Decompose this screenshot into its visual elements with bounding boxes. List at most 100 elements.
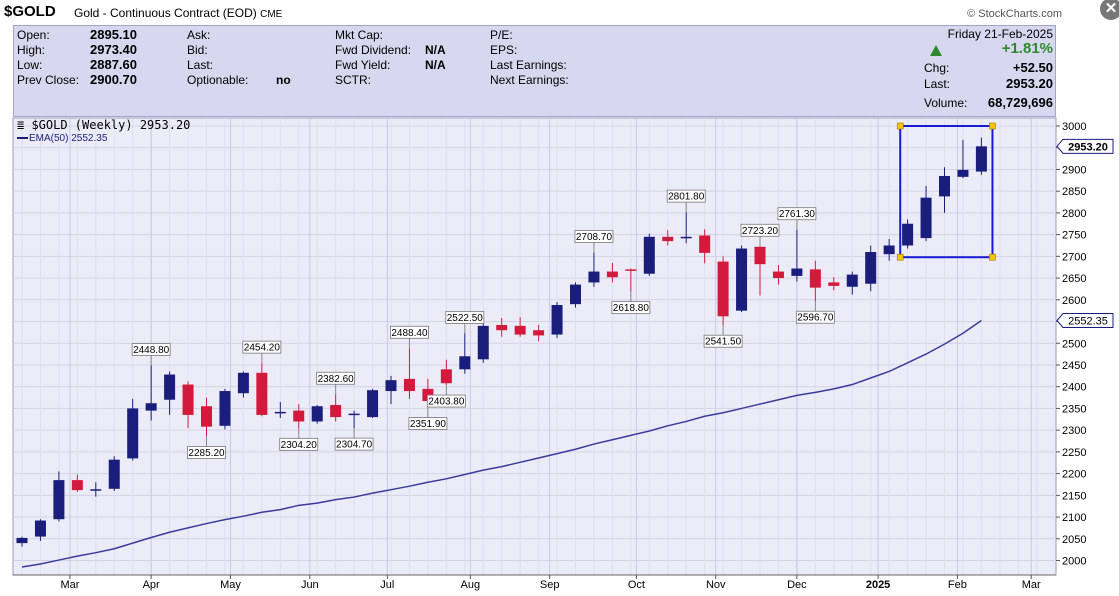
x-tick-label: Apr [143, 579, 160, 591]
prev-close-label: Prev Close: [17, 73, 80, 87]
candle-body [625, 269, 637, 271]
y-tick-label: 2400 [1062, 382, 1086, 394]
candle-body [902, 223, 914, 246]
y-tick-label: 2900 [1062, 164, 1086, 176]
last-price-tag: 2953.20 [1056, 138, 1114, 154]
candle-body [385, 380, 397, 392]
candle-body [459, 356, 471, 370]
annotation-label: 2403.80 [428, 397, 465, 408]
candle-body [680, 236, 692, 239]
annotation-label: 2454.20 [244, 343, 281, 354]
y-tick-label: 2300 [1062, 425, 1086, 437]
x-tick-label: Jul [380, 579, 394, 591]
candle-body [865, 252, 877, 284]
last-price-tag-shape [1056, 138, 1114, 154]
candle-body [699, 235, 711, 253]
candle-body [274, 411, 286, 414]
highlight-handle [989, 122, 996, 130]
volume-label: Volume: [924, 96, 968, 110]
mkt-cap-label: Mkt Cap: [335, 28, 384, 42]
grid-lines [13, 118, 1056, 575]
annotation-box [187, 446, 226, 459]
annotation-label: 2488.40 [391, 328, 428, 339]
candle-body [939, 175, 950, 197]
candle-body [828, 282, 840, 286]
bid-label: Bid: [187, 43, 208, 57]
candle-body [957, 169, 969, 177]
candle-body [237, 372, 249, 394]
candle-body [643, 236, 655, 274]
x-tick-label: Feb [948, 579, 967, 591]
annotation-box [408, 417, 448, 430]
legend-ema: EMA(50) 2552.35 [29, 133, 108, 144]
annotation-box [574, 230, 614, 243]
last-earnings-label: Last Earnings: [490, 58, 567, 72]
candle-body [164, 374, 176, 400]
annotation-box [334, 437, 374, 451]
x-tick-label: 2025 [866, 579, 890, 591]
pe-label: P/E: [490, 28, 513, 42]
candle-body [311, 406, 323, 422]
annotation-box [316, 371, 356, 385]
annotation-box [777, 207, 817, 221]
candle-body [477, 325, 489, 360]
candle-body [108, 459, 120, 489]
annotation-box [666, 189, 706, 203]
description-text: Gold - Continuous Contract (EOD) [74, 6, 257, 20]
candle-body [551, 305, 563, 335]
change-percent: +1.81% [1001, 40, 1053, 57]
candle-body [846, 274, 858, 287]
annotation-box [703, 334, 743, 348]
y-tick-label: 2150 [1062, 490, 1086, 502]
x-tick-label: Oct [628, 579, 645, 591]
high-value: 2973.40 [90, 42, 137, 57]
annotation-box [279, 437, 319, 451]
x-axis: Mar Apr May Jun Jul Aug Sep Oct Nov Dec 2025 Feb Mar [13, 574, 1056, 591]
candle-body [514, 325, 526, 335]
fwd-dividend-value: N/A [425, 43, 446, 57]
candle-body [90, 489, 102, 491]
chg-value: +52.50 [1012, 60, 1053, 75]
candle-body [920, 197, 932, 239]
open-value: 2895.10 [90, 27, 137, 42]
candle-body [754, 246, 766, 265]
annotation-label: 2541.50 [705, 337, 742, 348]
x-tick-label: Nov [706, 579, 726, 591]
optionable-value: no [276, 73, 291, 87]
candle-body [772, 271, 784, 279]
y-tick-label: 2800 [1062, 208, 1086, 220]
description: Gold - Continuous Contract (EOD) CME [74, 6, 282, 20]
annotation-label: 2304.20 [281, 440, 318, 451]
x-tick-label: Dec [787, 579, 807, 591]
quote-panel: Open: 2895.10 High: 2973.40 Low: 2887.60… [13, 25, 1056, 117]
candle-body [662, 236, 674, 242]
open-label: Open: [17, 28, 50, 42]
candle-body [219, 391, 231, 426]
symbol: $GOLD [4, 3, 56, 20]
candle-body [809, 269, 821, 288]
optionable-label: Optionable: [187, 73, 249, 87]
candle-body [791, 268, 803, 276]
highlight-box [899, 125, 994, 259]
candle-body [403, 378, 415, 392]
y-tick-label: 2750 [1062, 230, 1086, 242]
highlight-handle [989, 253, 996, 261]
annotation-box [390, 325, 429, 339]
exchange: CME [260, 9, 283, 20]
candle-body [367, 390, 379, 418]
candle-body [588, 271, 600, 283]
annotation-label: 2285.20 [188, 448, 225, 459]
candle-body [570, 284, 581, 305]
annotation-label: 2761.30 [779, 209, 816, 220]
y-tick-label: 3000 [1062, 121, 1086, 133]
candle-body [256, 372, 268, 415]
next-earnings-label: Next Earnings: [490, 73, 569, 87]
candle-body [127, 408, 139, 459]
quote-date: Friday 21-Feb-2025 [947, 27, 1053, 41]
close-icon[interactable]: ✕ [1100, 0, 1119, 20]
annotation-label: 2801.80 [668, 192, 705, 203]
candle-body [53, 480, 65, 520]
high-label: High: [17, 43, 46, 57]
y-tick-label: 2700 [1062, 251, 1086, 263]
